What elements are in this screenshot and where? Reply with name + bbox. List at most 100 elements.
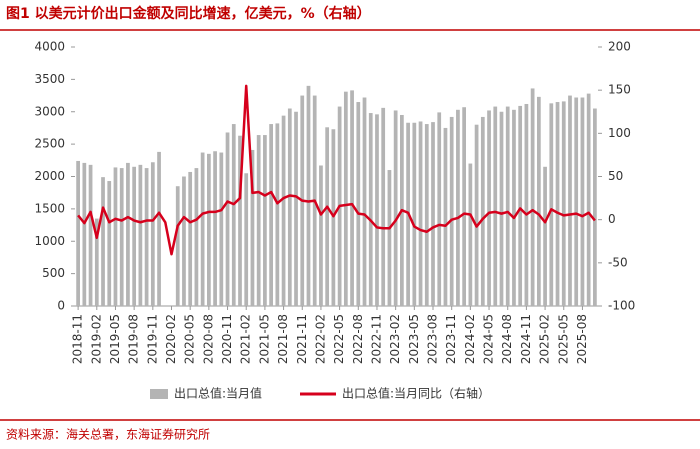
bar [518,105,523,306]
bar [200,152,205,306]
y2-tick-label: 0 [608,212,616,226]
bar [213,151,217,306]
bar [144,168,149,306]
y-tick-label: 1000 [34,234,65,248]
bar [157,151,161,306]
x-tick-label: 2022-05 [332,314,346,364]
bar [536,96,541,306]
x-tick-label: 2023-11 [444,314,458,364]
bar [343,91,348,307]
y-tick-label: 500 [42,266,65,280]
x-tick-label: 2020-08 [201,314,215,364]
x-tick-label: 2021-08 [276,314,290,364]
bar [287,108,292,306]
bar [474,124,479,306]
bar [493,106,498,306]
bar [505,106,510,306]
bar [443,127,448,306]
bar [468,163,473,306]
bar [418,121,423,307]
bar [356,102,361,306]
bar [561,101,566,306]
bar [113,167,118,306]
bar [375,114,379,306]
bar [574,97,579,306]
x-tick-label: 2022-08 [351,314,365,364]
bar [250,149,255,306]
bar [101,177,105,306]
bar [132,166,137,306]
bar [437,112,442,307]
bar [306,85,311,306]
bar [281,115,286,306]
y-tick-label: 4000 [34,40,65,54]
bar [119,168,124,306]
bar [350,90,354,306]
bar [175,186,180,306]
bar [331,129,336,306]
legend-swatch [150,389,168,399]
bar [524,103,529,306]
bar [256,135,261,306]
bar [499,111,504,306]
bar [586,93,591,307]
y2-tick-label: -50 [608,255,628,269]
y-tick-label: 1500 [34,201,65,215]
y-tick-label: 3500 [34,72,65,86]
bar [107,181,112,306]
bar [480,116,485,307]
x-tick-label: 2024-11 [519,314,533,364]
x-tick-label: 2024-02 [463,314,477,364]
bar [94,218,99,306]
bar [387,170,392,306]
bar [568,95,572,306]
bar [275,123,280,306]
bar [543,166,547,306]
bar [150,162,155,306]
bar [555,102,560,306]
y-tick-label: 0 [57,299,65,313]
bar [487,110,491,306]
bar [244,173,249,306]
bar [263,135,267,306]
bar [512,109,516,307]
y2-tick-label: -100 [608,299,635,313]
x-tick-label: 2019-02 [89,314,103,364]
bar [580,97,585,306]
x-tick-label: 2025-05 [556,314,570,364]
bar [456,109,460,307]
y2-tick-label: 150 [608,83,631,97]
x-tick-label: 2019-05 [108,314,122,364]
bar [269,124,273,307]
bar [138,164,143,306]
bar [530,88,535,306]
y2-tick-label: 100 [608,126,631,140]
bar [126,162,130,306]
x-tick-label: 2019-11 [145,314,159,364]
x-tick-label: 2025-08 [575,314,589,364]
bar [294,111,298,306]
bar [424,124,429,307]
x-tick-label: 2023-08 [426,314,440,364]
x-tick-label: 2023-05 [407,314,421,364]
x-tick-label: 2019-08 [127,314,141,364]
x-tick-label: 2020-11 [220,314,234,364]
bar [82,162,87,306]
bar [362,97,367,306]
bar [368,113,373,306]
y-tick-label: 2500 [34,137,65,151]
x-tick-label: 2022-02 [313,314,327,364]
chart-title: 图1 以美元计价出口金额及同比增速，亿美元，%（右轴） [6,5,371,22]
x-tick-label: 2021-11 [295,314,309,364]
bar [206,153,211,306]
x-tick-label: 2022-11 [369,314,383,364]
line [77,84,596,256]
bar [88,164,93,306]
x-tick-label: 2024-05 [482,314,496,364]
x-tick-label: 2020-05 [183,314,197,364]
bar [76,160,80,306]
legend-label: 出口总值:当月值 [174,386,262,401]
bar [219,152,224,306]
bar [381,107,386,307]
